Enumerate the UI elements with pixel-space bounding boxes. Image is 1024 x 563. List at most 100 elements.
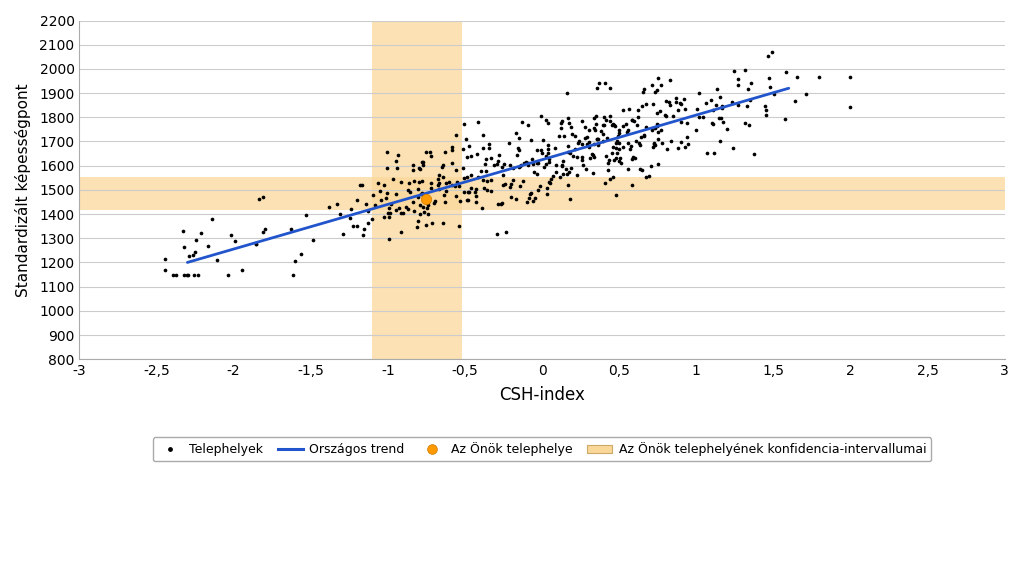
Point	[610, 129, 627, 138]
Point	[560, 142, 577, 151]
Point	[643, 161, 659, 170]
Point	[430, 184, 446, 193]
Legend: Telephelyek, Országos trend, Az Önök telephelye, Az Önök telephelyének konfidenc: Telephelyek, Országos trend, Az Önök tel…	[153, 437, 931, 461]
Point	[760, 51, 776, 60]
Point	[555, 132, 571, 141]
Point	[541, 177, 557, 186]
Point	[414, 177, 430, 186]
Point	[798, 89, 814, 98]
Point	[370, 178, 386, 187]
Point	[452, 221, 468, 230]
Point	[447, 181, 464, 190]
Point	[418, 221, 434, 230]
Point	[596, 112, 612, 121]
Point	[649, 121, 666, 130]
Point	[741, 120, 758, 129]
Point	[463, 184, 479, 193]
Point	[455, 145, 471, 154]
Point	[435, 218, 452, 227]
Point	[449, 177, 465, 186]
Point	[381, 234, 397, 243]
Point	[415, 158, 431, 167]
Point	[624, 115, 640, 124]
Point	[390, 151, 407, 160]
Point	[406, 166, 422, 175]
Point	[470, 118, 486, 127]
Point	[746, 149, 763, 158]
Point	[652, 106, 669, 115]
Point	[420, 209, 436, 218]
Point	[742, 78, 759, 87]
Point	[157, 265, 173, 274]
Point	[647, 140, 664, 149]
Point	[413, 165, 429, 174]
Point	[181, 252, 198, 261]
Point	[418, 195, 434, 204]
Point	[762, 82, 778, 91]
Point	[176, 243, 193, 252]
Point	[293, 250, 309, 259]
Point	[646, 140, 663, 149]
Point	[447, 131, 464, 140]
Point	[456, 187, 472, 196]
Point	[410, 185, 426, 194]
Point	[670, 106, 686, 115]
Point	[434, 160, 451, 169]
Point	[530, 186, 547, 195]
Point	[587, 126, 603, 135]
Point	[737, 119, 754, 128]
Point	[624, 115, 640, 124]
Point	[585, 150, 601, 159]
Point	[595, 130, 611, 139]
Point	[452, 181, 468, 190]
Point	[476, 159, 493, 168]
Point	[520, 193, 537, 202]
Point	[598, 133, 614, 142]
Point	[186, 248, 203, 257]
Point	[418, 195, 434, 204]
Point	[473, 167, 489, 176]
Point	[204, 215, 220, 224]
Point	[381, 203, 397, 212]
Point	[561, 194, 578, 203]
Point	[585, 168, 601, 177]
Point	[811, 73, 827, 82]
Point	[663, 100, 679, 109]
Point	[534, 149, 550, 158]
Point	[612, 158, 629, 167]
Point	[714, 101, 730, 110]
Point	[674, 99, 690, 108]
Point	[586, 123, 602, 132]
Point	[420, 200, 436, 209]
Point	[359, 218, 376, 227]
Point	[409, 222, 425, 231]
Point	[400, 204, 417, 213]
Point	[525, 159, 542, 168]
Point	[610, 125, 627, 134]
Point	[714, 104, 730, 113]
Point	[564, 151, 581, 160]
Point	[738, 102, 755, 111]
Point	[638, 173, 654, 182]
Point	[764, 47, 780, 56]
Point	[623, 145, 639, 154]
Point	[645, 143, 662, 152]
Point	[608, 138, 625, 148]
Point	[605, 155, 622, 164]
Point	[737, 66, 754, 75]
Point	[354, 230, 371, 239]
Point	[662, 97, 678, 106]
Point	[176, 270, 193, 279]
Point	[578, 133, 594, 142]
Point	[724, 97, 740, 106]
Point	[532, 145, 549, 154]
Point	[391, 203, 408, 212]
Point	[606, 120, 623, 129]
Point	[600, 166, 616, 175]
Point	[529, 170, 546, 179]
Point	[524, 197, 541, 206]
Point	[343, 204, 359, 213]
Point	[430, 175, 446, 184]
Point	[389, 164, 406, 173]
Point	[449, 192, 465, 201]
